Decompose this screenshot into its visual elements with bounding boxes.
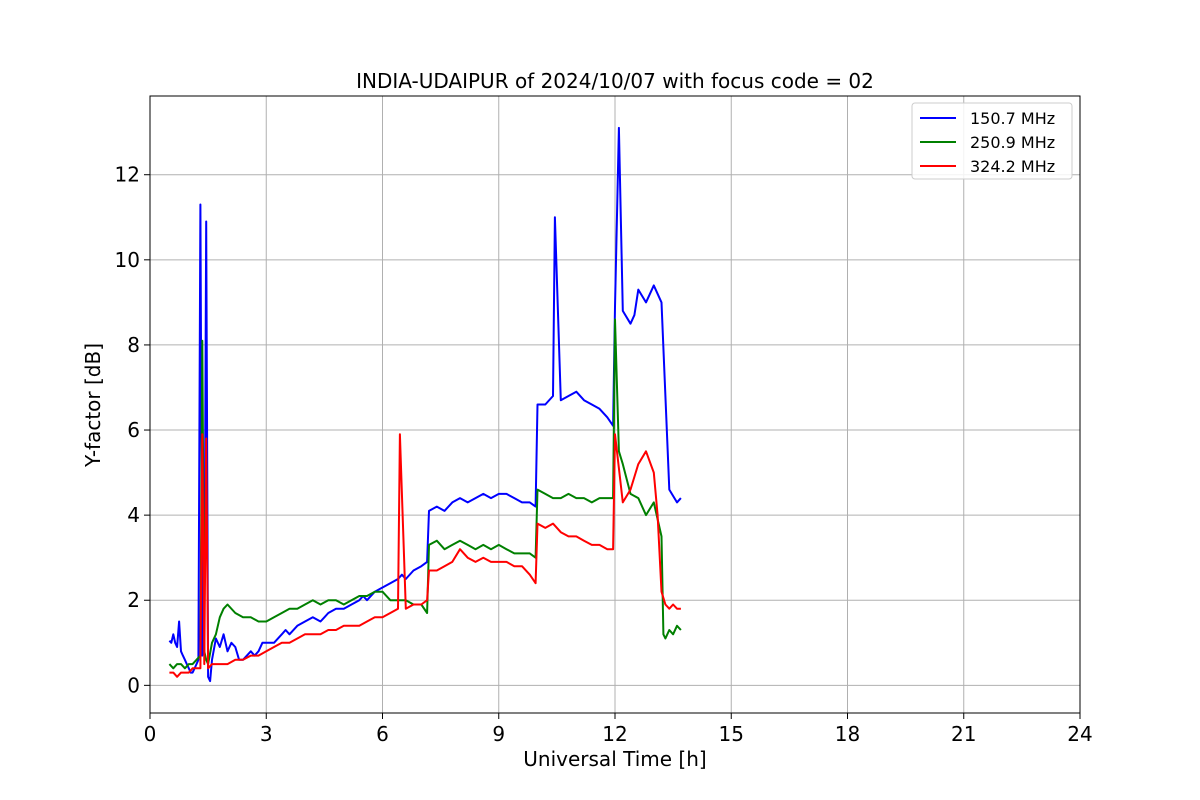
legend-box (911, 102, 1073, 180)
legend: 150.7 MHz 250.9 MHz 324.2 MHz (911, 102, 1073, 180)
x-tick-label: 3 (260, 722, 273, 746)
legend-label-3: 324.2 MHz (970, 157, 1055, 176)
legend-label-2: 250.9 MHz (970, 133, 1055, 152)
y-axis-label: Y-factor [dB] (81, 343, 105, 468)
y-tick-label: 10 (115, 248, 140, 272)
x-tick-label: 15 (719, 722, 744, 746)
y-tick-label: 6 (127, 418, 140, 442)
y-tick-label: 0 (127, 673, 140, 697)
x-tick-label: 6 (376, 722, 389, 746)
x-tick-label: 9 (492, 722, 505, 746)
x-tick-label: 21 (951, 722, 976, 746)
y-tick-label: 12 (115, 163, 140, 187)
x-tick-label: 18 (835, 722, 860, 746)
legend-label-1: 150.7 MHz (970, 109, 1055, 128)
y-tick-label: 2 (127, 588, 140, 612)
chart-title: INDIA-UDAIPUR of 2024/10/07 with focus c… (356, 69, 874, 93)
y-tick-label: 8 (127, 333, 140, 357)
series-line-3 (169, 433, 681, 678)
x-tick-label: 12 (602, 722, 627, 746)
x-axis-label: Universal Time [h] (523, 747, 706, 771)
y-tick-label: 4 (127, 503, 140, 527)
series-layer (168, 126, 682, 683)
x-tick-label: 0 (144, 722, 157, 746)
x-tick-label: 24 (1067, 722, 1092, 746)
